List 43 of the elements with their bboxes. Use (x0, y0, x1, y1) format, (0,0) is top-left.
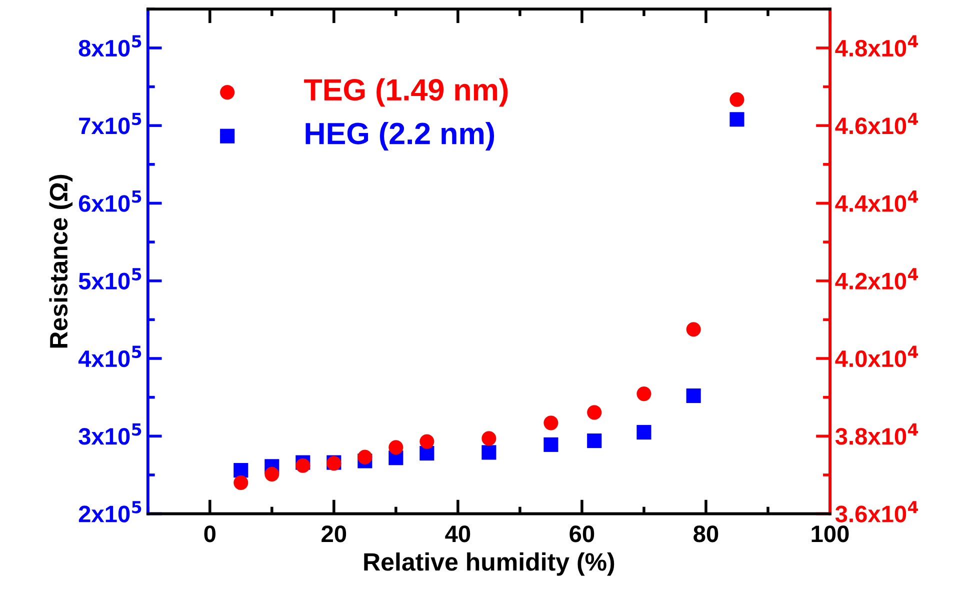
y-tick-label: 7x10$^{5}$ (79, 112, 142, 134)
x-tick-label: 100 (812, 525, 849, 542)
legend-label: HEG (2.2 nm) (306, 122, 494, 150)
point (686, 388, 701, 404)
y-axis-title: Resistance (Ω) (49, 174, 73, 348)
point (264, 466, 280, 482)
x-tick-label: 20 (322, 525, 346, 542)
y2-tick-label: 3.6x10$^{4}$ (835, 501, 918, 522)
legend-label: TEG (1.49 nm) (304, 78, 508, 107)
point (686, 322, 701, 337)
point (587, 405, 602, 420)
point (544, 437, 558, 452)
point (234, 475, 248, 490)
y-tick-label: 2x10$^{5}$ (78, 501, 142, 522)
point (482, 445, 496, 460)
y2-tick-label: 4.2x10$^{4}$ (835, 268, 918, 290)
y2-tick-label: 4.4x10$^{4}$ (835, 190, 918, 212)
y-tick-label: 3x10$^{5}$ (78, 423, 142, 445)
x-tick-label: 60 (570, 525, 594, 542)
y-tick-label: 5x10$^{5}$ (78, 268, 142, 290)
point (358, 450, 372, 464)
x-tick-label: 0 (204, 525, 216, 542)
y-tick-label: 4x10$^{5}$ (78, 346, 142, 368)
point (234, 463, 248, 478)
point (420, 434, 434, 449)
point (730, 112, 744, 127)
point (482, 431, 496, 446)
point (587, 434, 602, 448)
y2-tick-label: 3.8x10$^{4}$ (835, 423, 918, 445)
y2-tick-label: 4.8x10$^{4}$ (835, 35, 918, 57)
x-tick-label: 80 (694, 525, 718, 542)
point (544, 416, 558, 430)
x-axis-title: Relative humidity (%) (364, 552, 614, 576)
x-tick-label: 40 (445, 525, 470, 542)
y-tick-label: 8x10$^{5}$ (78, 35, 142, 57)
point (730, 92, 744, 107)
point (636, 386, 652, 402)
y2-tick-label: 4.6x10$^{4}$ (835, 112, 918, 134)
y2-tick-label: 4.0x10$^{4}$ (835, 346, 918, 368)
y-tick-label: 6x10$^{5}$ (78, 190, 142, 212)
point (636, 424, 652, 440)
point (388, 440, 404, 455)
point (296, 458, 310, 473)
